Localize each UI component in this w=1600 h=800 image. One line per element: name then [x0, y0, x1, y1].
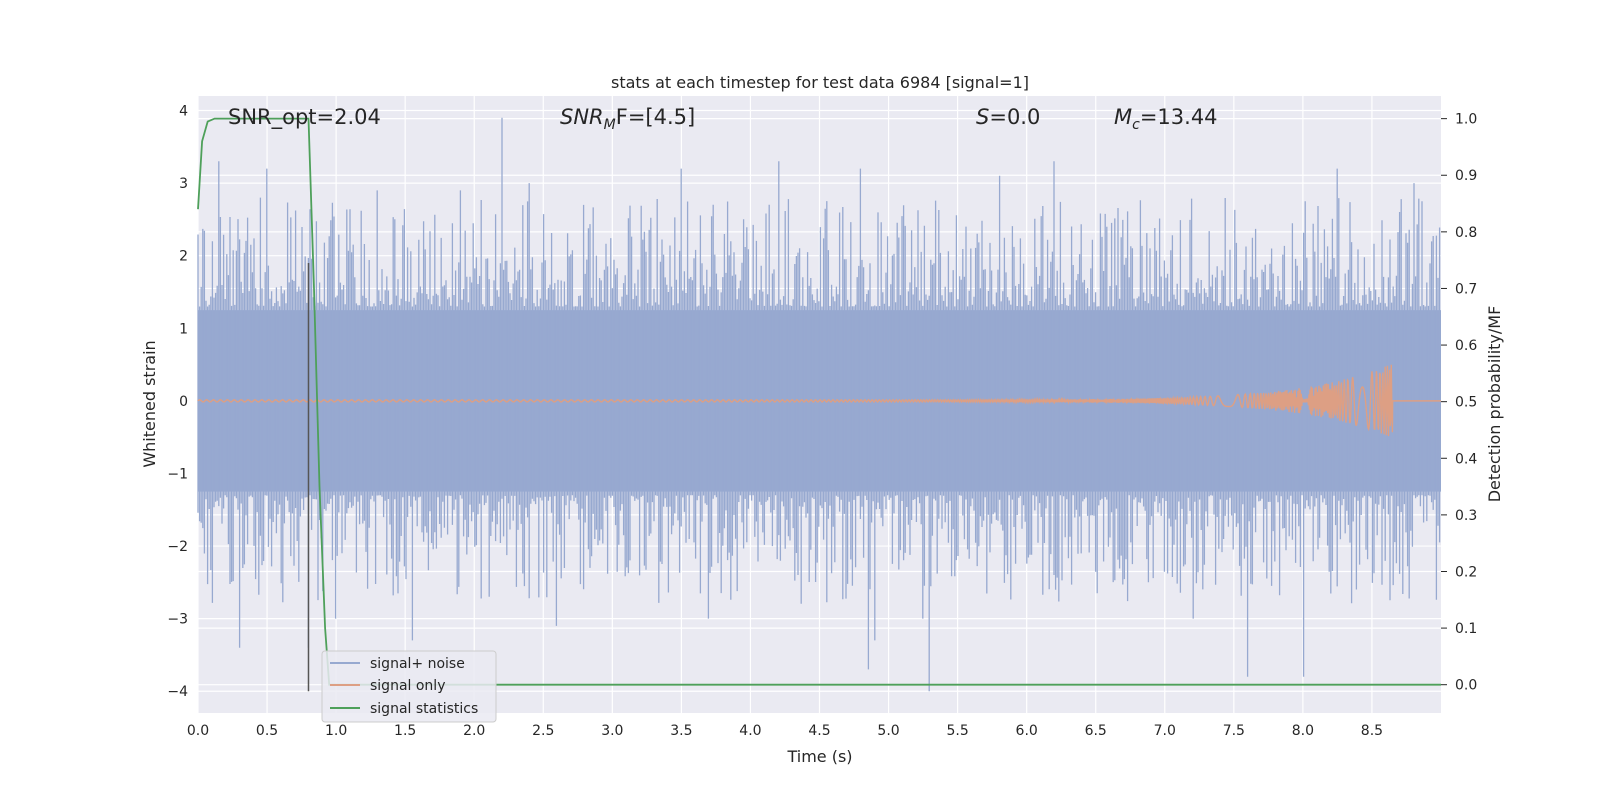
x-tick-label: 5.5 [946, 723, 968, 739]
x-tick-label: 3.0 [601, 723, 623, 739]
legend-label-signal-statistics: signal statistics [370, 701, 478, 717]
y-tick-label: −3 [167, 612, 188, 628]
x-tick-label: 0.0 [187, 723, 209, 739]
x-tick-labels: 0.0 0.5 1.0 1.5 2.0 2.5 3.0 3.5 4.0 4.5 5.0 5.5 6.0 6… [187, 723, 1383, 739]
y2-tick-label: 0.1 [1455, 621, 1477, 637]
x-tick-label: 2.5 [532, 723, 554, 739]
y2-tick-label: 0.0 [1455, 678, 1477, 694]
y-tick-labels: 4 3 2 1 0 −1 −2 −3 −4 [167, 104, 188, 701]
annotation-snr-mf-sub: M [604, 117, 616, 133]
y-axis-label: Whitened strain [140, 340, 159, 467]
y2-axis-label: Detection probability/MF [1485, 306, 1504, 503]
chart-title: stats at each timestep for test data 698… [611, 73, 1029, 92]
x-tick-label: 8.0 [1292, 723, 1314, 739]
signal-statistics-line [197, 117, 1441, 686]
x-tick-label: 7.5 [1223, 723, 1245, 739]
annotation-snr-opt: SNR_opt=2.04 [228, 105, 381, 130]
y-tick-label: 2 [179, 249, 188, 265]
annotation-mc-sub: c [1132, 117, 1140, 133]
y2-tick-label: 0.2 [1455, 564, 1477, 580]
x-tick-label: 1.0 [325, 723, 347, 739]
legend-label-signal-only: signal only [370, 678, 445, 694]
annotation-snr-mf: SNRMF=[4.5] [560, 105, 695, 133]
x-tick-label: 8.5 [1361, 723, 1383, 739]
y-tick-label: −2 [167, 539, 188, 555]
legend: signal+ noise signal only signal statist… [321, 650, 497, 723]
noise-spikes [197, 117, 1441, 692]
y-tick-label: 3 [179, 176, 188, 192]
x-axis-label: Time (s) [786, 747, 852, 766]
annotation-snr-mf-rest: F=[4.5] [616, 105, 695, 129]
y-tick-label: 0 [179, 394, 188, 410]
x-tick-label: 4.0 [739, 723, 761, 739]
x-tick-label: 3.5 [670, 723, 692, 739]
legend-box [321, 650, 497, 723]
annotation-s-main: S [976, 105, 989, 129]
x-tick-label: 0.5 [256, 723, 278, 739]
x-tick-label: 6.0 [1016, 723, 1038, 739]
x-tick-label: 4.5 [808, 723, 830, 739]
x-tick-label: 1.5 [394, 723, 416, 739]
y-tick-label: −4 [167, 684, 188, 700]
annotation-s: S=0.0 [976, 105, 1040, 129]
signal-only-line [197, 364, 1441, 437]
annotation-mc-rest: =13.44 [1140, 105, 1218, 129]
y-tick-label: 4 [179, 104, 188, 120]
y2-tick-label: 0.7 [1455, 281, 1477, 297]
y2-tick-label: 0.3 [1455, 508, 1477, 524]
annotation-snr-mf-main: SNR [560, 105, 604, 129]
annotation-mc-main: M [1114, 105, 1132, 129]
signal-only-series [197, 364, 1441, 437]
y-tick-label: −1 [167, 466, 188, 482]
annotation-mc: Mc=13.44 [1114, 105, 1218, 133]
legend-label-signal-noise: signal+ noise [370, 656, 465, 672]
x-tick-label: 7.0 [1154, 723, 1176, 739]
y2-tick-label: 1.0 [1455, 112, 1477, 128]
y2-tick-label: 0.5 [1455, 395, 1477, 411]
annotation-s-rest: =0.0 [989, 105, 1040, 129]
y2-tick-label: 0.6 [1455, 338, 1477, 354]
y-tick-label: 1 [179, 321, 188, 337]
y2-tick-label: 0.4 [1455, 451, 1477, 467]
x-tick-label: 6.5 [1085, 723, 1107, 739]
x-tick-label: 2.0 [463, 723, 485, 739]
y2-tick-labels: 1.0 0.9 0.8 0.7 0.6 0.5 0.4 0.3 0.2 0.1 0.0 [1441, 112, 1477, 694]
x-tick-label: 5.0 [877, 723, 899, 739]
y2-tick-label: 0.8 [1455, 225, 1477, 241]
y2-tick-label: 0.9 [1455, 168, 1477, 184]
